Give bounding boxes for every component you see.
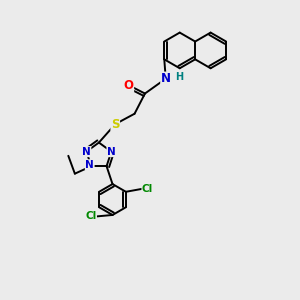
Text: N: N <box>107 147 116 157</box>
Text: Cl: Cl <box>85 212 96 221</box>
Text: N: N <box>85 160 94 170</box>
Text: N: N <box>82 147 91 157</box>
Text: O: O <box>124 79 134 92</box>
Text: Cl: Cl <box>142 184 153 194</box>
Text: S: S <box>111 118 119 130</box>
Text: N: N <box>161 72 171 85</box>
Text: H: H <box>175 72 183 82</box>
